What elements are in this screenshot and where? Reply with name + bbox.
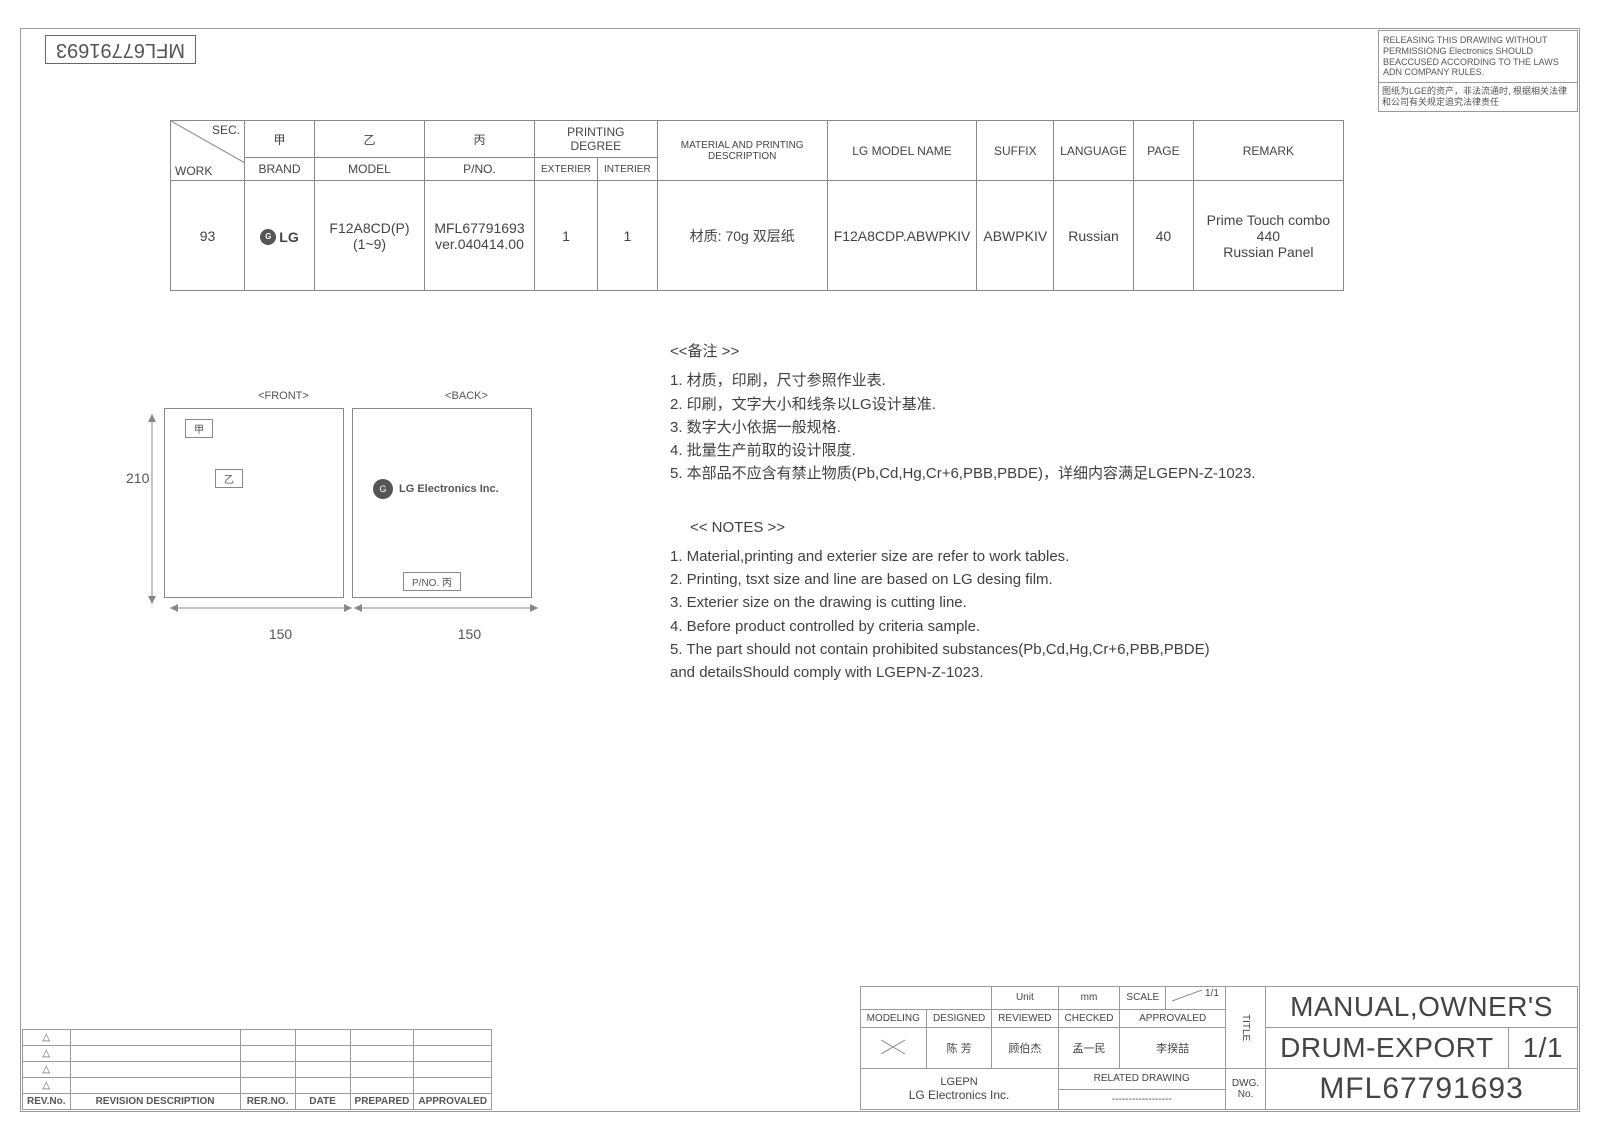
val-material: 材质: 70g 双层纸 [657,181,827,291]
val-int: 1 [598,181,658,291]
val-page: 40 [1133,181,1193,291]
label-pno: P/NO. 丙 [403,572,461,591]
notes-en-title: << NOTES >> [690,516,1390,539]
title-block: Unit mm SCALE 1/1 TITLE MANUAL,OWNER'S M… [860,986,1578,1110]
rev-hdr-date: DATE [295,1094,350,1110]
val-lang: Russian [1054,181,1134,291]
notes-en-2: 2. Printing, tsxt size and line are base… [670,568,1390,591]
notes-cn-3: 3. 数字大小依据一般规格. [670,416,1390,439]
title-line2: DRUM-EXPORT [1266,1028,1508,1069]
label-jia: 甲 [185,419,213,438]
rev-hdr-appr: APPROVALED [414,1094,492,1110]
hdr-ext: EXTERIER [535,158,598,181]
val-ext: 1 [535,181,598,291]
notes-en-5: 5. The part should not contain prohibite… [670,638,1390,685]
legal-cn: 图纸为LGE的资产，非法流通时, 根据相关法律和公司有关规定追究法律责任 [1379,83,1577,111]
notes-cn-title: <<备注 >> [670,340,1390,363]
val-secwork: 93 [171,181,245,291]
hdr-yi: 乙 [315,121,425,158]
val-suffix: ABWPKIV [977,181,1054,291]
rev-hdr-no: REV.No. [23,1094,71,1110]
lg-electronics-logo: G LG Electronics Inc. [373,479,499,499]
back-label: <BACK> [377,390,557,402]
notes-en-4: 4. Before product controlled by criteria… [670,615,1390,638]
label-yi: 乙 [215,469,243,488]
rev-hdr-rerno: RER.NO. [240,1094,295,1110]
notes-en-3: 3. Exterier size on the drawing is cutti… [670,591,1390,614]
brand-logo: G LG [245,181,315,291]
notes-section: <<备注 >> 1. 材质，印刷，尺寸参照作业表. 2. 印刷，文字大小和线条以… [670,340,1390,684]
back-panel: G LG Electronics Inc. P/NO. 丙 [352,408,532,598]
hdr-brand: BRAND [245,158,315,181]
notes-cn-4: 4. 批量生产前取的设计限度. [670,439,1390,462]
hdr-printing: PRINTING DEGREE [535,121,658,158]
legal-en: RELEASING THIS DRAWING WITHOUT PERMISSIO… [1379,31,1577,83]
dim-w2: 150 [377,626,562,642]
legal-notice: RELEASING THIS DRAWING WITHOUT PERMISSIO… [1378,30,1578,112]
hdr-model: MODEL [315,158,425,181]
table-row: 93 G LG F12A8CD(P)(1~9) MFL67791693 ver.… [171,181,1344,291]
notes-cn-2: 2. 印刷，文字大小和线条以LG设计基准. [670,393,1390,416]
hdr-bing: 丙 [425,121,535,158]
rotated-part-number: MFL67791693 [45,35,196,64]
hdr-suffix: SUFFIX [977,121,1054,181]
rev-hdr-prep: PREPARED [350,1094,414,1110]
diag-header: SEC. WORK [171,121,245,181]
rev-hdr-desc: REVISION DESCRIPTION [70,1094,240,1110]
front-panel: 甲 乙 [164,408,344,598]
hdr-lgmodel: LG MODEL NAME [827,121,977,181]
front-label: <FRONT> [193,390,373,402]
val-model: F12A8CD(P)(1~9) [315,181,425,291]
dimension-diagram: <FRONT> <BACK> 210 甲 乙 G LG Electronics … [160,390,590,650]
title-line1: MANUAL,OWNER'S [1266,987,1578,1028]
hdr-page: PAGE [1133,121,1193,181]
revision-table: △ △ △ △ REV.No. REVISION DESCRIPTION RER… [22,1029,492,1110]
hdr-int: INTERIER [598,158,658,181]
hdr-pno: P/NO. [425,158,535,181]
val-pno: MFL67791693 ver.040414.00 [425,181,535,291]
val-lgmodel: F12A8CDP.ABWPKIV [827,181,977,291]
hdr-remark: REMARK [1193,121,1343,181]
hdr-lang: LANGUAGE [1054,121,1134,181]
notes-cn-1: 1. 材质，印刷，尺寸参照作业表. [670,369,1390,392]
hdr-material: MATERIAL AND PRINTING DESCRIPTION [657,121,827,181]
hdr-jia: 甲 [245,121,315,158]
notes-cn-5: 5. 本部品不应含有禁止物质(Pb,Cd,Hg,Cr+6,PBB,PBDE)，详… [670,462,1390,485]
notes-en-1: 1. Material,printing and exterier size a… [670,545,1390,568]
main-spec-table: SEC. WORK 甲 乙 丙 PRINTING DEGREE MATERIAL… [170,120,1344,291]
dim-w1: 150 [188,626,373,642]
val-remark: Prime Touch combo 440 Russian Panel [1193,181,1343,291]
part-number: MFL67791693 [1266,1069,1578,1110]
